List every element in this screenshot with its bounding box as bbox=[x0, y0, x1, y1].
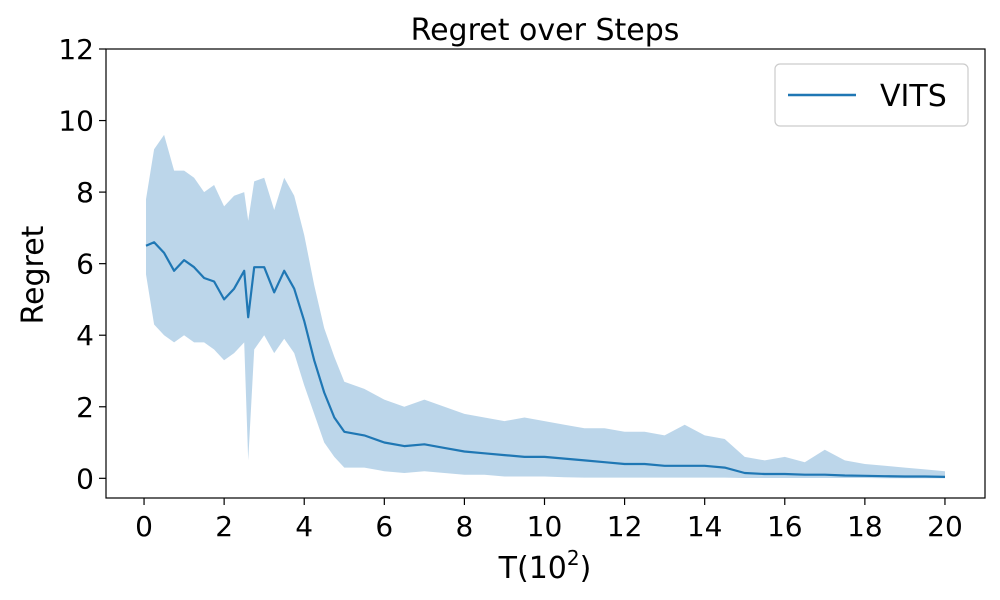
y-tick-label: 0 bbox=[76, 462, 94, 495]
y-tick-label: 6 bbox=[76, 248, 94, 281]
x-tick-label: 0 bbox=[135, 510, 153, 543]
x-tick-label: 8 bbox=[455, 510, 473, 543]
y-tick-label: 8 bbox=[76, 176, 94, 209]
plot-frame bbox=[105, 48, 986, 499]
y-axis-label: Regret bbox=[16, 225, 51, 324]
x-tick-label: 6 bbox=[375, 510, 393, 543]
legend-label-vits: VITS bbox=[880, 79, 947, 114]
x-axis-label-close: ) bbox=[580, 551, 592, 586]
x-tick-label: 12 bbox=[607, 510, 643, 543]
x-tick-label: 14 bbox=[687, 510, 723, 543]
series-band-vits bbox=[146, 134, 945, 479]
x-axis-ticks: 0 2 4 6 8 10 12 14 16 18 20 bbox=[135, 498, 963, 543]
x-tick-label: 16 bbox=[767, 510, 803, 543]
x-tick-label: 2 bbox=[215, 510, 233, 543]
x-axis-label: T(102) bbox=[498, 546, 592, 586]
x-tick-label: 20 bbox=[927, 510, 963, 543]
legend-box bbox=[774, 63, 969, 127]
series-line-vits bbox=[145, 241, 946, 478]
y-tick-label: 2 bbox=[76, 391, 94, 424]
x-tick-label: 18 bbox=[847, 510, 883, 543]
chart-title: Regret over Steps bbox=[411, 13, 680, 48]
y-tick-label: 12 bbox=[58, 33, 94, 66]
plot-area bbox=[145, 134, 946, 479]
x-axis-label-base: T(10 bbox=[498, 551, 567, 586]
y-tick-label: 4 bbox=[76, 319, 94, 352]
x-tick-label: 10 bbox=[527, 510, 563, 543]
y-tick-label: 10 bbox=[58, 105, 94, 138]
y-axis-ticks: 0 2 4 6 8 10 12 bbox=[58, 33, 106, 495]
legend: VITS bbox=[774, 63, 969, 127]
x-axis-label-superscript: 2 bbox=[567, 546, 580, 570]
x-tick-label: 4 bbox=[295, 510, 313, 543]
